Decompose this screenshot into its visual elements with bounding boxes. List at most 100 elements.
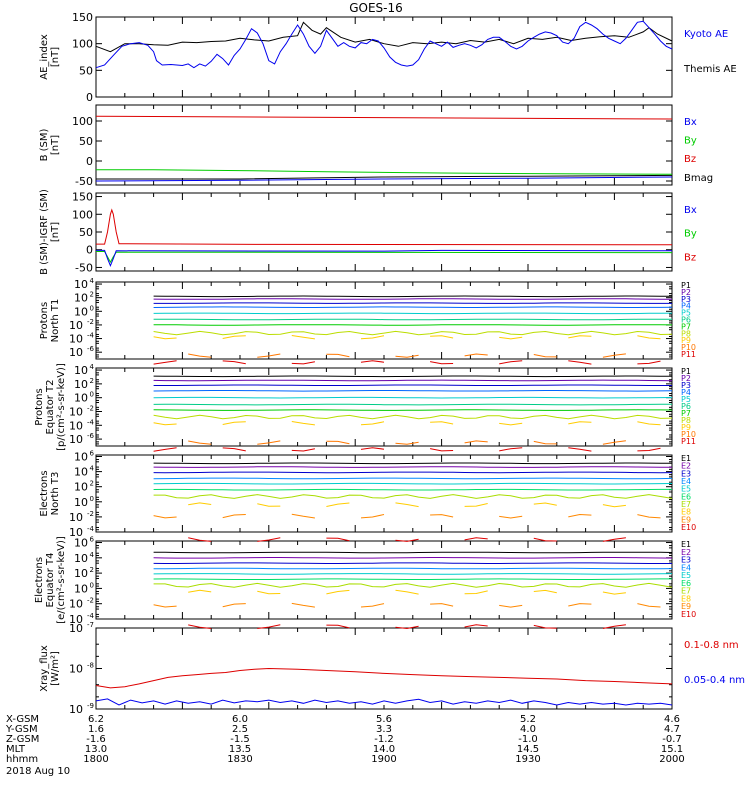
series-north-e9-segment	[637, 514, 661, 519]
series-north-p1-line	[153, 295, 673, 298]
series-by	[96, 169, 673, 175]
series-north-p10-segment	[464, 353, 488, 357]
panel-bd: -50 0 50 100 150 B (SM)-IGRF (SM) [nT] Bx By Bz	[39, 189, 697, 275]
y-axis-label: [e/(cm²-s-sr-keV)]	[56, 536, 67, 624]
y-tick-exponent: 0	[90, 391, 94, 399]
panel-frame	[95, 627, 673, 710]
y-axis-label: Electrons	[39, 470, 50, 516]
series-north-p3-line	[153, 302, 672, 304]
legend-E2: E2	[681, 462, 691, 471]
series-equator-p9-segment	[153, 422, 177, 426]
series-equator-p5-line	[153, 396, 673, 399]
series-north-e6-line	[153, 488, 672, 491]
y-tick-exponent: -4	[87, 525, 95, 533]
legend-E6: E6	[681, 579, 691, 588]
series-equator-p3-line	[153, 384, 672, 386]
series-bz-diff	[96, 208, 673, 246]
series-north-e8-segment	[326, 502, 350, 507]
axis-row-value: -1.5	[230, 734, 250, 745]
series-equator-e8-segment	[533, 589, 557, 594]
series-equator-e8-segment	[326, 589, 350, 595]
series-north-e10-segment	[326, 537, 350, 542]
series-north-e9-segment	[568, 513, 592, 518]
series-equator-p10-segment	[257, 440, 281, 445]
axis-row-value: -1.2	[374, 734, 394, 745]
y-tick-exponent: 4	[90, 465, 95, 473]
series-equator-e9-segment	[360, 603, 385, 608]
series-equator-e4-line	[153, 567, 673, 570]
y-tick-label: 50	[79, 226, 93, 239]
y-tick-exponent: 2	[90, 291, 94, 299]
series-equator-p9-segment	[637, 421, 661, 426]
axis-row-value: 14.0	[373, 744, 395, 755]
legend-P3: P3	[681, 381, 691, 390]
y-tick-label: 10	[74, 537, 88, 550]
series-north-p11-segment	[153, 360, 177, 365]
y-axis-label: B (SM)-IGRF (SM)	[39, 189, 50, 275]
y-tick-label: 0	[86, 91, 93, 104]
y-tick-exponent: -2	[87, 404, 94, 412]
series-north-p10-segment	[326, 353, 350, 358]
axis-row-value: 4.7	[664, 724, 680, 735]
series-north-p10-segment	[188, 353, 212, 358]
axis-row-value: 15.1	[661, 744, 683, 755]
series-equator-p11-segment	[153, 447, 177, 452]
y-tick-label: 10	[74, 582, 88, 595]
series-equator-p11-segment	[360, 447, 385, 450]
series-equator-p11-segment	[222, 447, 246, 452]
y-axis-label: Equator T4	[45, 553, 56, 608]
panel-xr: 10 -7 10 -8 10 -9 Xray_flux [W/m²] 0.1-0.8 nm 0.0…	[39, 621, 745, 716]
y-tick-label: 10	[74, 305, 88, 318]
series-equator-p11-segment	[499, 447, 523, 452]
legend-E5: E5	[681, 485, 691, 494]
series-north-e10-segment	[395, 538, 419, 542]
series-north-p9-segment	[360, 335, 385, 340]
y-axis-label: [nT]	[50, 222, 61, 242]
series-equator-p11-segment	[430, 448, 454, 452]
legend-E5: E5	[681, 571, 691, 580]
y-axis-label: AE_index	[39, 34, 50, 80]
series-equator-e7-line	[153, 582, 673, 588]
y-tick-label: 10	[74, 451, 88, 464]
y-axis-label: Protons	[39, 302, 50, 339]
legend-E7: E7	[681, 500, 691, 509]
y-tick-exponent: 2	[90, 480, 94, 488]
y-axis-label: B (SM)	[39, 128, 50, 161]
axis-row-value: 1900	[371, 754, 396, 765]
legend-E3: E3	[681, 469, 691, 478]
series-equator-p9-segment	[291, 421, 315, 426]
series-north-e4-line	[153, 477, 673, 480]
legend-P10: P10	[681, 343, 696, 352]
series-equator-p11-segment	[291, 448, 315, 452]
series-north-p9-segment	[499, 336, 523, 340]
series-equator-e10-segment	[188, 624, 212, 629]
axis-row-value: 1830	[227, 754, 252, 765]
legend-E7: E7	[681, 587, 691, 596]
legend-P1: P1	[681, 281, 691, 290]
y-axis-label: North T3	[50, 472, 61, 516]
series-north-p5-line	[153, 312, 673, 315]
series-by-diff	[96, 251, 673, 264]
legend-E8: E8	[681, 594, 691, 603]
y-tick-label: 10	[69, 405, 83, 418]
y-tick-label: 10	[74, 496, 88, 509]
series-equator-e6-line	[153, 578, 672, 580]
y-tick-exponent: -6	[87, 432, 95, 440]
y-tick-exponent: -4	[87, 332, 95, 340]
axis-row-label-y-gsm: Y-GSM	[5, 724, 38, 735]
y-axis-label: Protons	[34, 388, 45, 425]
y-tick-exponent: 2	[90, 377, 94, 385]
legend-E9: E9	[681, 515, 691, 524]
y-tick-label: 150	[72, 191, 93, 204]
y-tick-label: 10	[69, 526, 83, 539]
y-tick-label: 10	[69, 333, 83, 346]
series-equator-p11-segment	[568, 447, 592, 452]
axis-row-value: 1.6	[88, 724, 104, 735]
y-tick-label: 10	[69, 419, 83, 432]
legend-P6: P6	[681, 316, 691, 325]
axis-row-value: 4.6	[664, 714, 680, 725]
y-tick-label: 10	[69, 622, 83, 635]
y-axis-label: Electrons	[34, 557, 45, 603]
legend-P6: P6	[681, 402, 691, 411]
